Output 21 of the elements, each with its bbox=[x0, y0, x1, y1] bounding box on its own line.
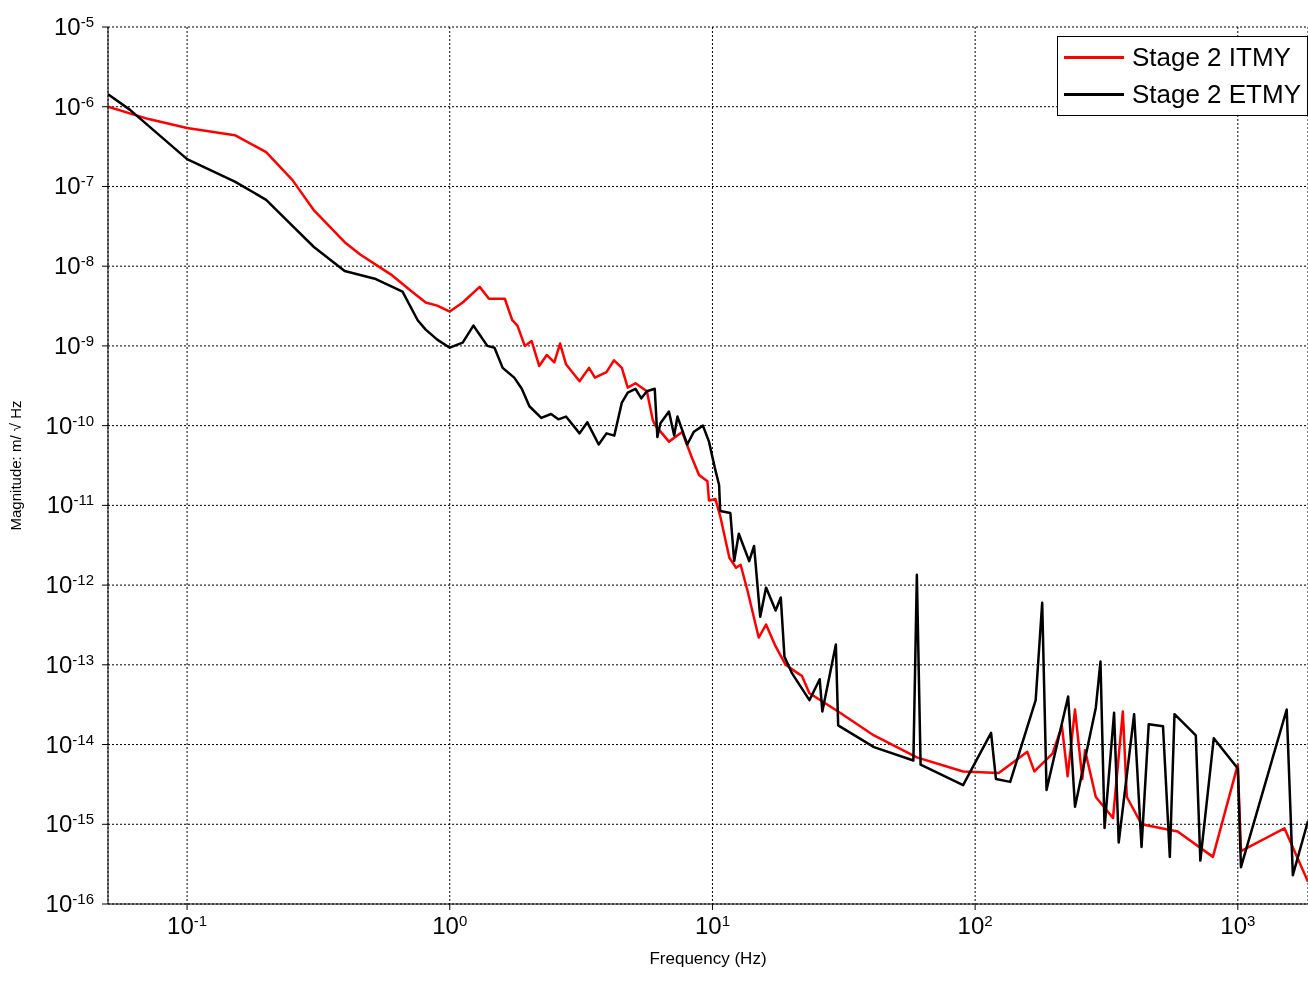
y-tick-label: 10$^{-13}$ bbox=[45, 650, 94, 678]
y-tick-label: 10$^{-10}$ bbox=[45, 411, 94, 439]
legend-label: Stage 2 ITMY bbox=[1131, 42, 1291, 73]
x-tick-label: 10$^{2}$ bbox=[957, 911, 993, 939]
y-tick-label: 10$^{-5}$ bbox=[53, 12, 94, 40]
x-axis-title: Frequency (Hz) bbox=[649, 949, 767, 968]
y-tick-label: 10$^{-15}$ bbox=[45, 809, 94, 838]
x-tick-label: 10$^{3}$ bbox=[1220, 911, 1256, 939]
y-axis-title: Magnitude: m/ √ Hz bbox=[7, 400, 25, 531]
x-tick-label: 10$^{-1}$ bbox=[167, 911, 208, 939]
x-tick-label: 10$^{0}$ bbox=[432, 911, 468, 939]
x-tick-label: 10$^{1}$ bbox=[694, 911, 730, 939]
y-tick-label: 10$^{-16}$ bbox=[45, 889, 94, 917]
y-tick-label: 10$^{-11}$ bbox=[46, 490, 94, 519]
legend-label: Stage 2 ETMY bbox=[1131, 79, 1301, 110]
y-tick-label: 10$^{-7}$ bbox=[53, 171, 94, 200]
y-tick-label: 10$^{-9}$ bbox=[53, 331, 94, 359]
y-tick-label: 10$^{-12}$ bbox=[45, 570, 94, 599]
y-tick-label: 10$^{-14}$ bbox=[45, 730, 94, 758]
y-tick-label: 10$^{-6}$ bbox=[53, 92, 94, 120]
y-tick-label: 10$^{-8}$ bbox=[53, 251, 94, 280]
